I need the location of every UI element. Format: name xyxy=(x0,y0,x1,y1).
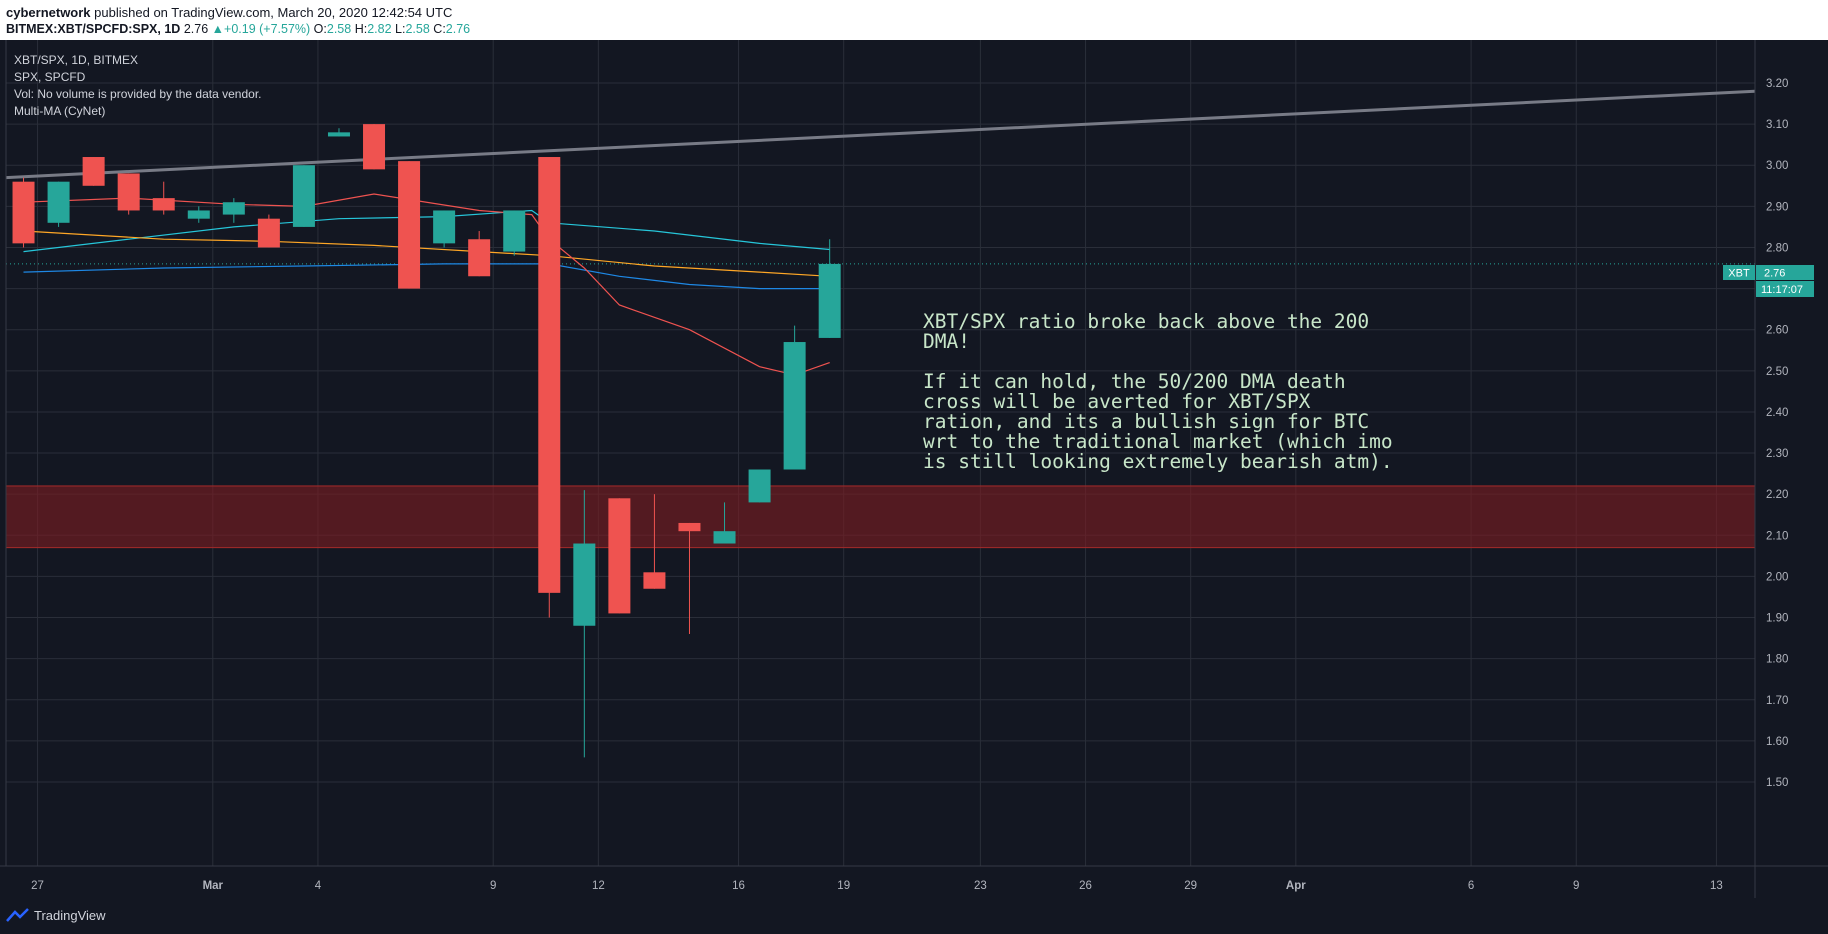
close-label: C: xyxy=(433,22,446,36)
candle-body xyxy=(678,522,701,532)
tradingview-logo-icon xyxy=(6,908,29,922)
chart-legend: XBT/SPX, 1D, BITMEX SPX, SPCFD Vol: No v… xyxy=(14,52,261,120)
candle-body xyxy=(12,181,35,244)
high-value: 2.82 xyxy=(367,22,392,36)
candle-body xyxy=(117,173,140,211)
candle-body xyxy=(187,210,210,219)
candle-body xyxy=(327,132,350,137)
x-tick-label: 9 xyxy=(1573,880,1579,892)
price-chart[interactable]: 1.50 1.60 1.70 1.80 1.90 2.00 2.10 2.20 2.30 2.40… xyxy=(0,40,1828,898)
candle-body xyxy=(363,124,386,170)
x-tick-label: 19 xyxy=(837,880,850,892)
y-tick-label: 1.50 xyxy=(1766,777,1788,789)
symbol-name: BITMEX:XBT/SPCFD:SPX, 1D xyxy=(6,22,181,36)
candle-body xyxy=(643,572,666,589)
open-value: 2.58 xyxy=(326,22,352,36)
axes: 1.50 1.60 1.70 1.80 1.90 2.00 2.10 2.20 2.30 2.40… xyxy=(0,40,1828,898)
chart-annotation-text[interactable]: XBT/SPX ratio broke back above the 200 D… xyxy=(923,310,1393,473)
x-tick-label: 12 xyxy=(592,880,605,892)
candle-body xyxy=(783,342,806,470)
footer: TradingView xyxy=(0,898,1828,934)
candle-body xyxy=(433,210,456,244)
y-tick-label: 3.20 xyxy=(1766,78,1788,90)
y-tick-label: 2.40 xyxy=(1766,407,1788,419)
x-tick-label: Mar xyxy=(203,880,224,892)
legend-indicator[interactable]: Multi-MA (CyNet) xyxy=(14,104,106,118)
author-name[interactable]: cybernetwork xyxy=(6,5,91,20)
low-label: L: xyxy=(395,22,406,36)
candles xyxy=(12,124,841,758)
publish-header: cybernetwork published on TradingView.co… xyxy=(0,0,1828,40)
candle-body xyxy=(503,210,526,252)
x-tick-label: 4 xyxy=(315,880,322,892)
price-tag-bg xyxy=(1756,265,1814,280)
candle-body xyxy=(818,263,841,338)
y-tick-label: 2.10 xyxy=(1766,530,1788,542)
x-tick-label: 9 xyxy=(490,880,496,892)
legend-volume[interactable]: Vol: No volume is provided by the data v… xyxy=(14,87,262,101)
y-tick-label: 1.60 xyxy=(1766,736,1788,748)
price-tag: 2.76 xyxy=(1764,268,1785,280)
y-tick-label: 2.80 xyxy=(1766,242,1788,254)
x-tick-label: 13 xyxy=(1710,880,1723,892)
candle-body xyxy=(398,161,421,289)
resistance-trendline xyxy=(5,89,1756,180)
candle-body xyxy=(608,498,631,614)
candle-body xyxy=(468,239,491,277)
x-tick-label: 29 xyxy=(1184,880,1197,892)
x-tick-label: 6 xyxy=(1468,880,1474,892)
x-tick-label: 23 xyxy=(974,880,987,892)
y-tick-label: 2.00 xyxy=(1766,571,1788,583)
candle-body xyxy=(257,218,280,248)
candle-body xyxy=(47,181,70,223)
y-tick-label: 2.90 xyxy=(1766,201,1788,213)
candle-body xyxy=(713,531,736,544)
candle-body xyxy=(82,157,105,186)
y-tick-label: 2.20 xyxy=(1766,489,1788,501)
y-tick-label: 1.90 xyxy=(1766,613,1788,625)
legend-compare[interactable]: SPX, SPCFD xyxy=(14,70,86,84)
candle-body xyxy=(222,202,245,215)
symbol-tag: XBT xyxy=(1728,268,1750,280)
candle-body xyxy=(538,157,561,593)
legend-symbol[interactable]: XBT/SPX, 1D, BITMEX xyxy=(14,53,139,67)
y-tick-label: 2.30 xyxy=(1766,448,1788,460)
candle-body xyxy=(292,165,315,227)
trendline-layer xyxy=(5,89,1756,180)
y-tick-label: 1.70 xyxy=(1766,695,1788,707)
candle-body xyxy=(573,543,596,626)
countdown-tag-bg xyxy=(1756,281,1814,297)
y-tick-label: 3.10 xyxy=(1766,119,1788,131)
low-value: 2.58 xyxy=(405,22,430,36)
countdown-tag: 11:17:07 xyxy=(1761,284,1803,296)
published-text: published on TradingView.com, March 20, … xyxy=(94,5,453,20)
x-tick-label: 16 xyxy=(732,880,745,892)
open-label: O: xyxy=(313,22,327,36)
y-tick-label: 1.80 xyxy=(1766,654,1788,666)
footer-brand[interactable]: TradingView xyxy=(34,908,106,923)
moving-average-line xyxy=(23,209,830,253)
publish-info: cybernetwork published on TradingView.co… xyxy=(6,5,452,20)
x-tick-label: 27 xyxy=(31,880,44,892)
price-tags: XBT 2.76 11:17:07 xyxy=(1723,265,1814,297)
y-tick-label: 3.00 xyxy=(1766,160,1788,172)
support-zone xyxy=(5,485,1756,549)
symbol-tag-bg xyxy=(1723,265,1755,280)
arrow-up-icon: ▲ xyxy=(211,22,225,36)
high-label: H: xyxy=(354,22,368,36)
y-tick-label: 2.60 xyxy=(1766,325,1788,337)
ohlc-header: BITMEX:XBT/SPCFD:SPX, 1D 2.76 ▲+0.19 (+7… xyxy=(6,22,470,36)
last-price: 2.76 xyxy=(183,22,209,36)
support-zone-layer xyxy=(5,263,1756,549)
y-tick-label: 2.50 xyxy=(1766,366,1788,378)
price-change: +0.19 (+7.57%) xyxy=(224,22,311,36)
close-value: 2.76 xyxy=(445,22,471,36)
candle-body xyxy=(748,469,771,503)
candle-body xyxy=(152,198,175,211)
x-tick-label: 26 xyxy=(1079,880,1092,892)
x-tick-label: Apr xyxy=(1286,880,1306,892)
